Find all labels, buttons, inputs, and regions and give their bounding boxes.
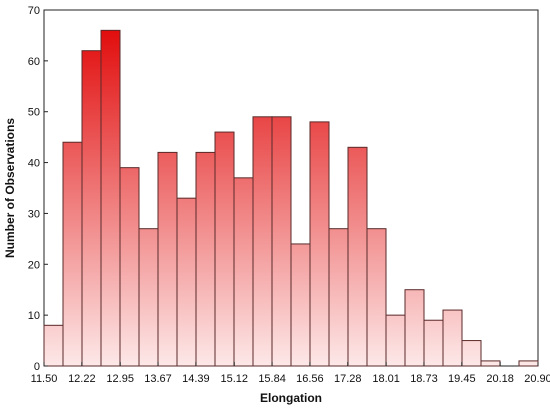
histogram-bar	[461, 340, 482, 367]
histogram-bar	[195, 151, 216, 367]
x-tick-label: 17.28	[334, 373, 362, 385]
histogram-bar	[62, 141, 83, 367]
x-axis-ticks: 11.50 12.22 12.95 13.67 14.39 15.12 15.84 16.56…	[31, 362, 550, 385]
histogram-bar	[214, 131, 235, 367]
x-axis-title: Elongation	[260, 391, 322, 405]
x-tick-label: 11.50	[31, 373, 58, 385]
histogram-bar	[404, 289, 425, 367]
histogram-bar	[328, 228, 349, 367]
y-tick-label: 30	[28, 208, 40, 220]
y-tick-label: 70	[28, 5, 40, 17]
y-axis-ticks: 0 10 20 30 40 50 60 70	[28, 5, 48, 373]
y-axis-title: Number of Observations	[3, 118, 17, 258]
histogram-bar	[138, 228, 159, 367]
y-tick-label: 10	[28, 310, 40, 322]
x-tick-label: 19.45	[448, 373, 476, 385]
x-tick-label: 16.56	[296, 373, 324, 385]
histogram-bar	[81, 50, 102, 367]
y-tick-label: 40	[28, 158, 40, 170]
histogram-bar	[252, 116, 273, 367]
histogram-bar	[385, 314, 406, 367]
x-tick-label: 18.73	[410, 373, 438, 385]
x-tick-label: 20.18	[486, 373, 514, 385]
bars-group	[43, 29, 539, 367]
histogram-bar	[423, 319, 444, 367]
x-tick-label: 15.12	[220, 373, 248, 385]
histogram-bar	[347, 146, 368, 367]
x-tick-label: 14.39	[182, 373, 210, 385]
y-tick-label: 60	[28, 56, 40, 68]
histogram-bar	[309, 121, 330, 367]
x-tick-label: 13.67	[144, 373, 172, 385]
histogram-bar	[442, 309, 463, 367]
histogram-bar	[290, 243, 311, 367]
y-tick-label: 50	[28, 107, 40, 119]
histogram-bar	[43, 324, 64, 367]
histogram-bar	[176, 197, 197, 367]
x-tick-label: 15.84	[258, 373, 286, 385]
x-tick-label: 12.95	[106, 373, 134, 385]
histogram-bar	[518, 360, 539, 367]
histogram-bar	[119, 167, 140, 367]
x-tick-label: 12.22	[68, 373, 96, 385]
histogram-bar	[366, 228, 387, 367]
x-tick-label: 20.90	[524, 373, 550, 385]
x-tick-label: 18.01	[372, 373, 400, 385]
histogram-bar	[271, 116, 292, 367]
histogram-bar	[100, 29, 121, 367]
histogram-bar	[233, 177, 254, 367]
y-tick-label: 0	[34, 361, 40, 373]
y-tick-label: 20	[28, 259, 40, 271]
histogram-bar	[157, 151, 178, 367]
histogram-bar	[480, 360, 501, 367]
